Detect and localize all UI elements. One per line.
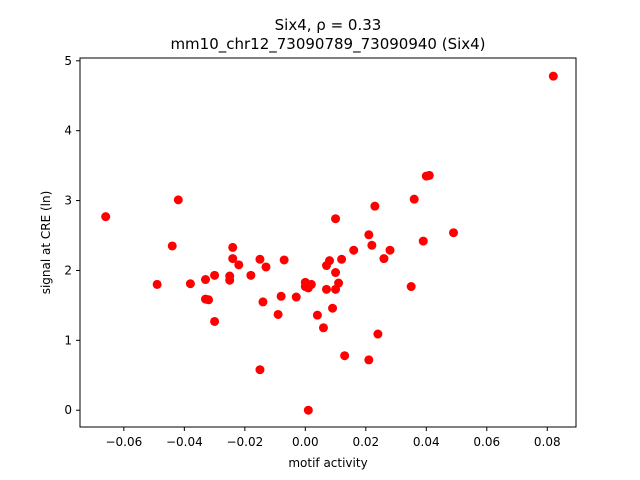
- x-tick-label: 0.02: [352, 435, 379, 449]
- data-point-51: [418, 236, 428, 246]
- x-tick-label: −0.02: [226, 435, 263, 449]
- data-point-13: [228, 254, 238, 264]
- data-point-23: [291, 292, 301, 302]
- data-point-39: [337, 254, 347, 264]
- data-point-44: [367, 240, 377, 250]
- data-point-38: [334, 278, 344, 288]
- data-point-32: [321, 284, 331, 294]
- data-point-47: [379, 254, 389, 264]
- data-point-8: [210, 270, 220, 280]
- data-point-22: [279, 255, 289, 265]
- y-tick-label: 1: [64, 333, 72, 347]
- data-point-16: [255, 254, 265, 264]
- data-point-54: [449, 228, 459, 238]
- data-point-3: [173, 195, 183, 205]
- data-point-45: [370, 201, 380, 211]
- data-point-46: [373, 329, 383, 339]
- y-tick-label: 5: [64, 54, 72, 68]
- y-axis-ticks: 0 1 2 3 4 5: [64, 54, 80, 417]
- data-point-21: [276, 291, 286, 301]
- data-point-5: [201, 275, 211, 285]
- data-point-53: [424, 170, 434, 180]
- chart-title-line-1: Six4, ρ = 0.33: [275, 16, 382, 34]
- plot-background: [80, 58, 576, 427]
- x-axis-label: motif activity: [288, 456, 367, 470]
- data-point-1: [152, 279, 162, 289]
- y-axis-label: signal at CRE (ln): [39, 191, 53, 295]
- data-point-18: [258, 297, 268, 307]
- y-tick-label: 4: [64, 124, 72, 138]
- data-points: [101, 71, 558, 415]
- data-point-27: [303, 405, 313, 415]
- x-tick-label: −0.06: [105, 435, 142, 449]
- data-point-4: [185, 279, 195, 289]
- x-tick-label: 0.00: [292, 435, 319, 449]
- data-point-7: [204, 295, 214, 305]
- data-point-20: [273, 309, 283, 319]
- data-point-34: [328, 303, 338, 313]
- x-tick-label: 0.06: [473, 435, 500, 449]
- y-tick-label: 0: [64, 403, 72, 417]
- x-tick-label: −0.04: [166, 435, 203, 449]
- data-point-40: [340, 351, 350, 361]
- data-point-0: [101, 212, 111, 222]
- data-point-9: [210, 316, 220, 326]
- data-point-35: [331, 214, 341, 224]
- y-tick-label: 2: [64, 263, 72, 277]
- x-tick-label: 0.04: [413, 435, 440, 449]
- data-point-42: [364, 230, 374, 240]
- data-point-12: [228, 242, 238, 252]
- data-point-19: [261, 262, 271, 272]
- data-point-50: [409, 194, 419, 204]
- data-point-43: [364, 355, 374, 365]
- axes-frame: [79, 57, 577, 428]
- data-point-33: [325, 256, 335, 266]
- data-point-17: [255, 365, 265, 375]
- plot-area: [79, 57, 577, 428]
- data-point-28: [306, 279, 316, 289]
- chart-title-line-2: mm10_chr12_73090789_73090940 (Six4): [170, 35, 485, 54]
- data-point-11: [225, 275, 235, 285]
- data-point-15: [246, 270, 256, 280]
- data-point-55: [548, 71, 558, 81]
- data-point-48: [385, 245, 395, 255]
- y-tick-label: 3: [64, 194, 72, 208]
- data-point-14: [234, 260, 244, 270]
- x-tick-label: 0.08: [534, 435, 561, 449]
- data-point-29: [312, 310, 322, 320]
- x-axis-ticks: −0.06 −0.04 −0.02 0.00 0.02 0.04 0.06 0.08: [105, 427, 561, 449]
- data-point-41: [349, 245, 359, 255]
- data-point-30: [318, 323, 328, 333]
- data-point-2: [167, 241, 177, 251]
- data-point-36: [331, 268, 341, 278]
- data-point-49: [406, 282, 416, 292]
